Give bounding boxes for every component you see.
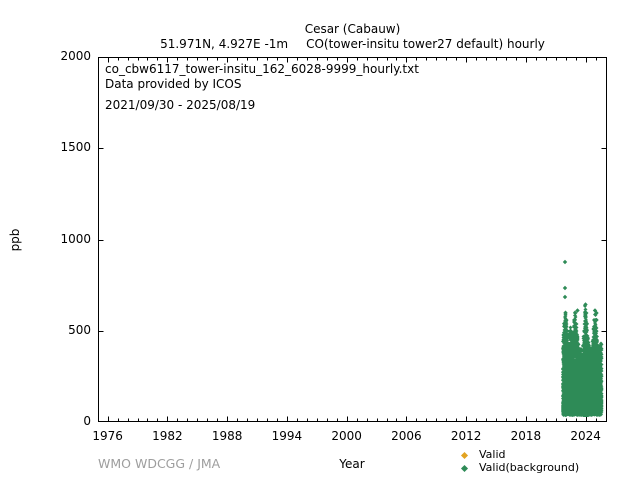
dataset-filename: co_cbw6117_tower-insitu_162_6028-9999_ho… <box>105 62 419 76</box>
x-tick-label: 2000 <box>331 429 362 443</box>
data-provider: Data provided by ICOS <box>105 77 242 91</box>
dataset-annotation: co_cbw6117_tower-insitu_162_6028-9999_ho… <box>105 62 419 113</box>
valid-background-points <box>561 259 604 417</box>
y-tick-label: 0 <box>83 414 91 428</box>
attribution-text: WMO WDCGG / JMA <box>98 456 221 471</box>
plot-title: Cesar (Cabauw) <box>304 22 401 36</box>
x-tick-label: 1988 <box>211 429 243 443</box>
y-tick-label: 1000 <box>60 231 91 246</box>
x-tick-label: 1976 <box>92 429 123 443</box>
plot-header: Cesar (Cabauw) 51.971N, 4.927E -1m CO(tow… <box>98 22 607 52</box>
y-tick-label: 2000 <box>60 49 91 63</box>
x-tick-label: 2012 <box>450 429 482 443</box>
x-tick-label: 2018 <box>510 429 542 443</box>
x-tick-label: 1994 <box>271 429 303 443</box>
x-tick-label: 2024 <box>570 429 601 443</box>
legend-item-valid: Valid <box>458 449 579 461</box>
axis-ticks <box>98 57 607 422</box>
y-tick-label: 500 <box>68 322 91 337</box>
diamond-marker-icon <box>460 451 469 459</box>
data-period: 2021/09/30 - 2025/08/19 <box>105 98 256 112</box>
x-axis-label: Year <box>339 457 365 471</box>
x-tick-label: 2006 <box>391 429 422 443</box>
x-tick-label: 1982 <box>152 429 183 443</box>
station-coordinates: 51.971N, 4.927E -1m <box>160 37 289 51</box>
parameter-label: CO(tower-insitu tower27 default) hourly <box>306 37 545 51</box>
legend-item-valid-background: Valid(background) <box>458 462 579 474</box>
legend-label: Valid <box>479 448 506 461</box>
legend: Valid Valid(background) <box>458 449 579 475</box>
y-axis-label: ppb <box>8 228 22 252</box>
plot-border <box>98 57 607 422</box>
legend-label: Valid(background) <box>479 461 580 474</box>
y-tick-label: 1500 <box>60 140 91 155</box>
diamond-marker-icon <box>460 464 469 472</box>
plot-subtitle: 51.971N, 4.927E -1m CO(tower-insitu tower… <box>98 37 607 52</box>
